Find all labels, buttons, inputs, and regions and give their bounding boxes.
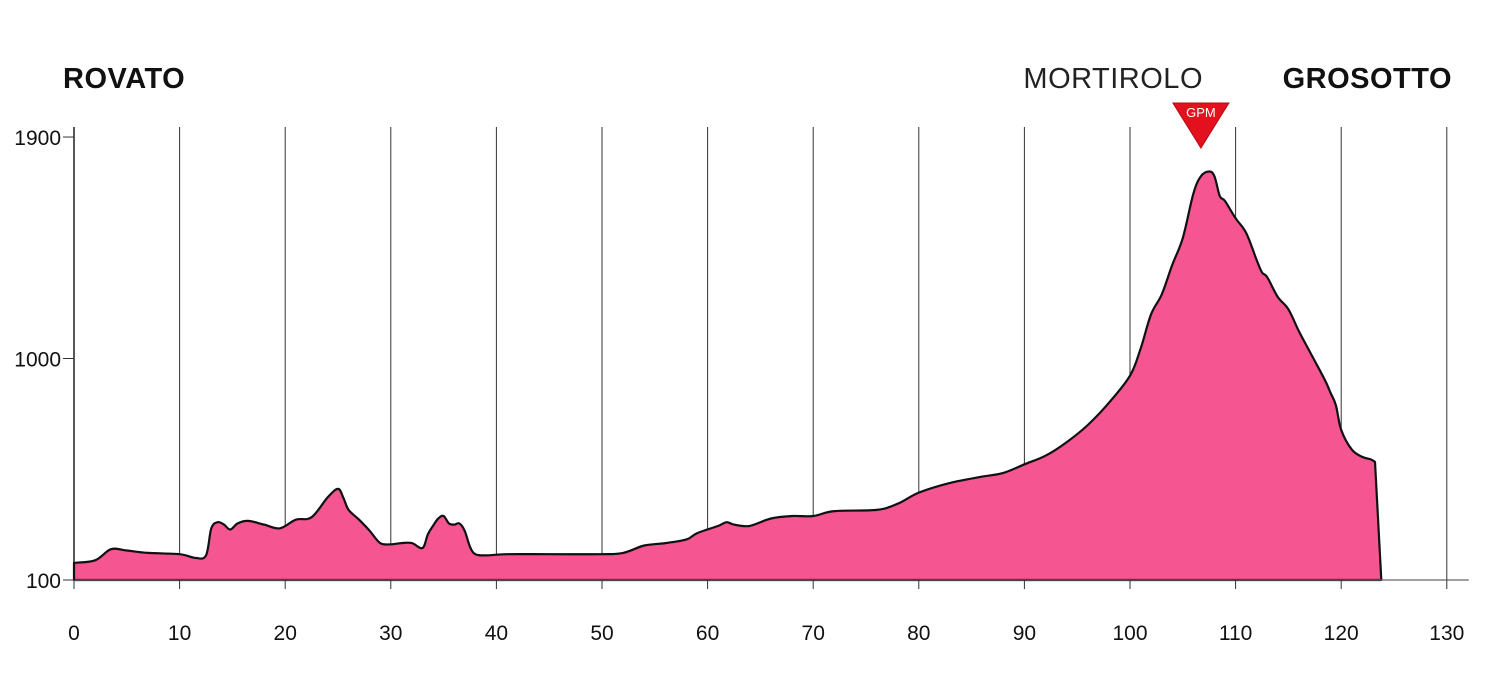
x-tick-label-80: 80 [907,622,930,645]
elevation-profile-area [72,170,1383,582]
start-town-label: ROVATO [63,63,185,95]
x-tick-label-0: 0 [68,622,80,645]
x-tick-label-70: 70 [802,622,825,645]
y-tick-label-1900: 1900 [14,127,61,150]
x-tick-label-120: 120 [1324,622,1359,645]
finish-town-label: GROSOTTO [1283,63,1452,95]
labels-layer: ROVATO GROSOTTO MORTIROLO [63,63,1452,95]
x-tick-label-110: 110 [1219,622,1252,645]
axes-layer: 0 10 20 30 40 50 60 70 80 90 100 110 120 130 100 1000 19… [14,127,1469,645]
gpm-marker: GPM [1172,102,1230,149]
y-tick-label-1000: 1000 [14,349,61,372]
y-tick-label-100: 100 [26,570,61,593]
x-tick-label-60: 60 [696,622,719,645]
x-tick-label-30: 30 [379,622,402,645]
x-tick-label-10: 10 [168,622,191,645]
gpm-triangle-icon [1172,102,1230,149]
x-tick-label-20: 20 [274,622,297,645]
x-tick-label-90: 90 [1013,622,1036,645]
x-tick-label-40: 40 [485,622,508,645]
gpm-badge-label: GPM [1186,105,1216,120]
x-tick-label-130: 130 [1429,622,1464,645]
x-tick-label-100: 100 [1112,622,1147,645]
climb-summit-label: MORTIROLO [1023,63,1203,95]
x-tick-label-50: 50 [590,622,613,645]
